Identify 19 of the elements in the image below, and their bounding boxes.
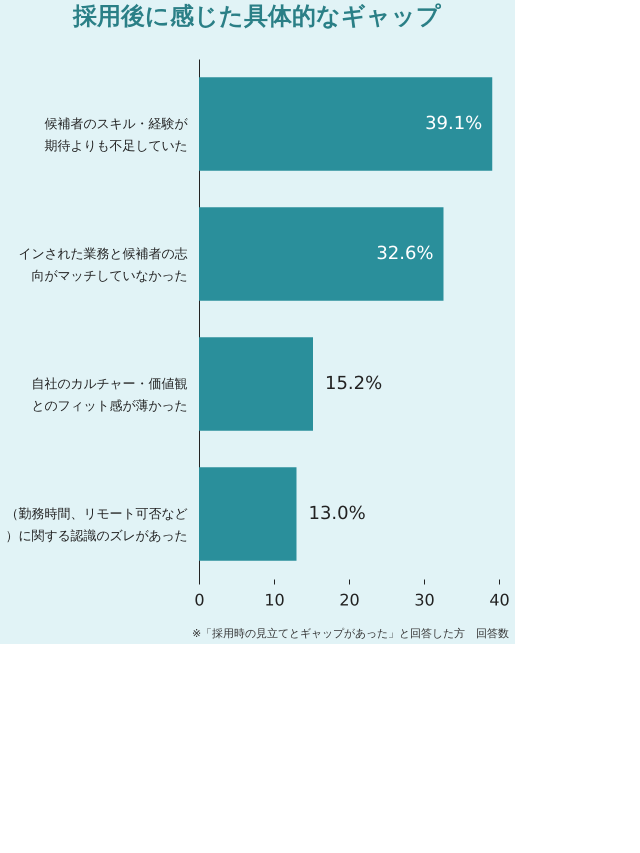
x-tick-label: 20 (339, 590, 360, 610)
y-tick-label: 自社のカルチャー・価値観とのフィット感が薄かった (32, 377, 188, 414)
chart-title: 採用後に感じた具体的なギャップ (72, 2, 442, 30)
bar (199, 77, 492, 171)
data-label: 39.1% (425, 113, 482, 134)
x-tick-label: 10 (264, 590, 285, 610)
data-label: 32.6% (376, 243, 434, 264)
bar (199, 207, 444, 301)
y-tick-label: 候補者のスキル・経験が期待よりも不足していた (44, 117, 188, 154)
y-tick-label: （勤務時間、リモート可否など）に関する認識のズレがあった (6, 507, 188, 544)
x-tick-label: 0 (194, 590, 205, 610)
bar (199, 467, 296, 561)
bar (199, 337, 313, 431)
x-tick-label: 40 (489, 590, 510, 610)
x-tick-label: 30 (414, 590, 435, 610)
data-label: 13.0% (308, 503, 366, 524)
text: ※「採用時の見立てとギャップがあった」と回答した方 回答数 (192, 627, 510, 640)
y-tick-label: インされた業務と候補者の志向がマッチしていなかった (18, 247, 188, 284)
data-label: 15.2% (325, 373, 382, 394)
